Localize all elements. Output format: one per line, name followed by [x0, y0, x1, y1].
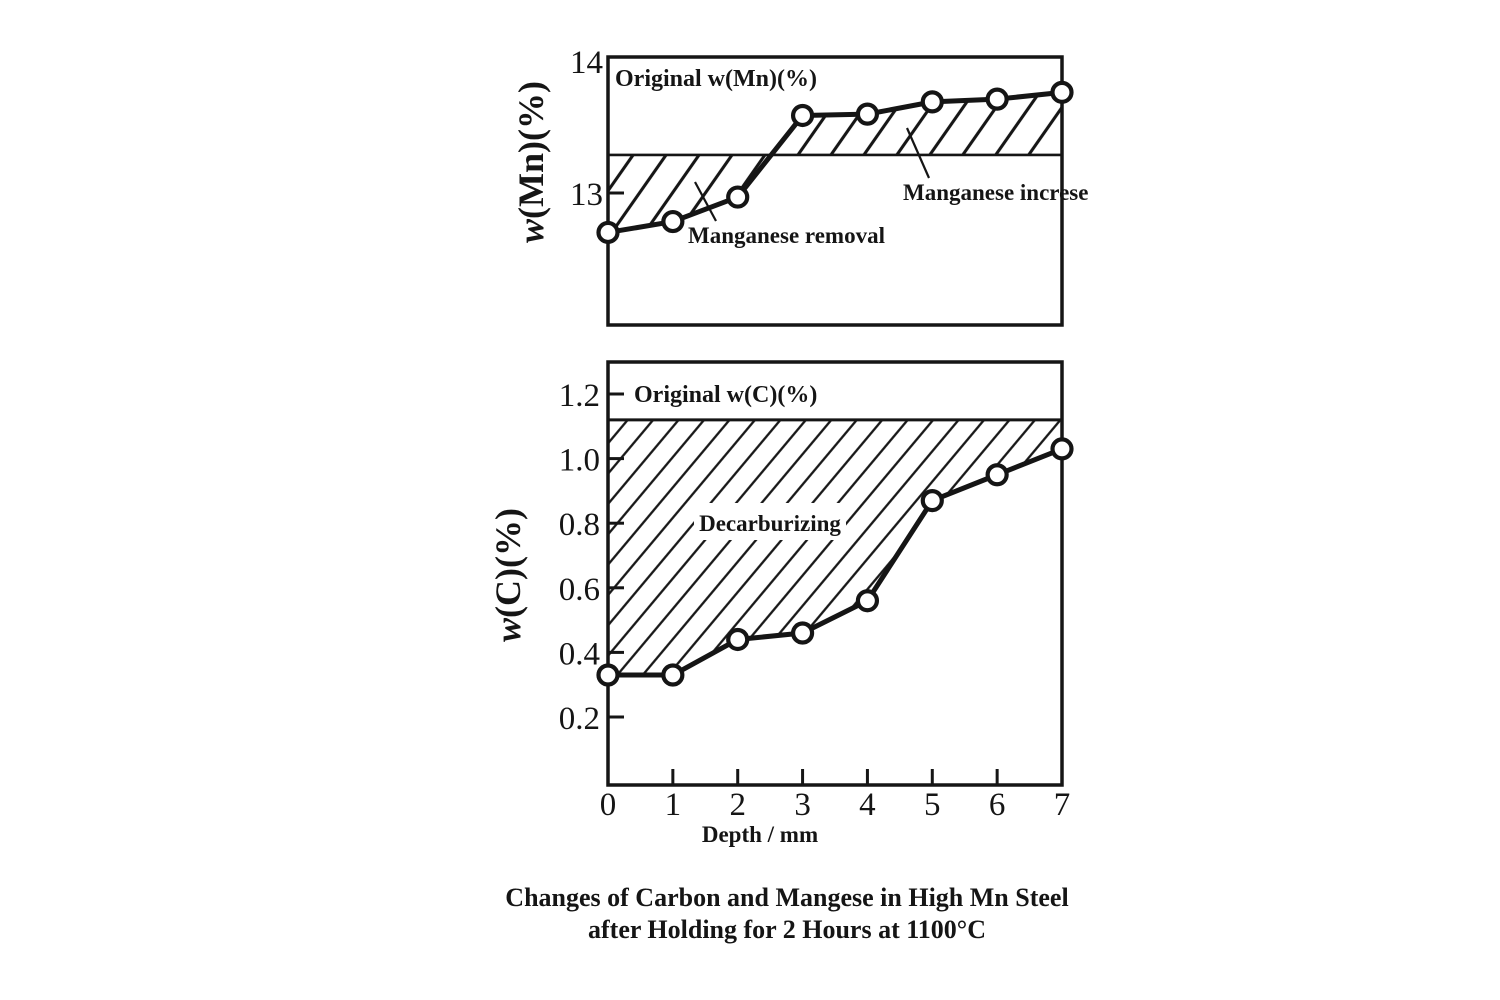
mn-original-level-label: Original w(Mn)(%) [615, 66, 817, 92]
c-y-tick-label: 0.4 [559, 636, 600, 672]
c-x-tick-label: 2 [729, 787, 746, 823]
caption-line-2: after Holding for 2 Hours at 1100°C [588, 915, 986, 944]
mn-chart-labels: Original w(Mn)(%) Manganese removal Mang… [511, 66, 1088, 248]
c-x-tick-label: 0 [600, 787, 617, 823]
c-data-point-marker [726, 627, 750, 652]
mn-chart-graphics: 14 13 [570, 45, 1074, 327]
decarburizing-annotation: Decarburizing [699, 511, 841, 536]
mn-increase-annotation: Manganese increse [903, 180, 1088, 205]
c-y-axis-label-w: w [488, 617, 528, 642]
mn-data-point-marker [661, 209, 685, 234]
c-data-point-marker [790, 621, 815, 645]
c-data-point-marker [661, 663, 685, 687]
c-y-tick-label: 1.2 [559, 378, 600, 414]
c-original-level-label: Original w(C)(%) [634, 382, 817, 408]
c-y-axis-label-rest: (C)(%) [488, 508, 528, 618]
mn-increase-hatch-region [771, 92, 1062, 155]
c-data-point-marker [920, 488, 944, 513]
mn-y-tick-label: 13 [570, 177, 603, 213]
mn-y-axis-label-rest: (Mn)(%) [511, 81, 551, 219]
c-y-tick-label: 0.2 [559, 701, 600, 737]
mn-removal-annotation: Manganese removal [688, 223, 885, 248]
c-data-point-marker [1050, 437, 1074, 461]
c-y-tick-label: 0.6 [559, 572, 600, 608]
mn-data-point-marker [790, 103, 815, 128]
mn-removal-hatch-region [608, 154, 772, 233]
c-y-axis-label: w(C)(%) [488, 508, 528, 642]
c-x-tick-label: 1 [665, 787, 682, 823]
c-chart-labels: Original w(C)(%) Decarburizing Depth / m… [488, 382, 846, 847]
c-y-tick-label: 1.0 [559, 443, 600, 479]
c-data-point-marker [855, 589, 880, 613]
mn-data-point-marker [596, 220, 620, 245]
decarburizing-hatch-region [608, 419, 1062, 676]
c-plot-frame [606, 360, 1064, 787]
c-x-axis-label: Depth / mm [702, 822, 818, 847]
mn-data-point-marker [985, 87, 1009, 111]
mn-y-axis-label: w(Mn)(%) [511, 81, 551, 243]
c-x-tick-label: 7 [1054, 787, 1071, 823]
mn-data-point-marker [855, 102, 880, 126]
c-y-tick-label: 0.8 [559, 507, 600, 543]
c-x-tick-label: 6 [989, 787, 1006, 823]
c-x-tick-label: 5 [924, 787, 941, 823]
caption-line-1: Changes of Carbon and Mangese in High Mn… [505, 883, 1068, 912]
figure-caption: Changes of Carbon and Mangese in High Mn… [505, 883, 1068, 944]
mn-data-point-marker [920, 90, 944, 114]
mn-y-axis-label-w: w [511, 218, 551, 243]
c-data-point-marker [985, 463, 1009, 487]
c-data-curve [608, 446, 1063, 678]
mn-plot-frame [606, 55, 1064, 327]
c-data-point-marker [596, 663, 620, 687]
mn-data-point-marker [726, 185, 750, 209]
decarburizing-label-background [694, 503, 846, 540]
mn-y-tick-label: 14 [570, 45, 603, 81]
mn-increase-leader-line [905, 127, 931, 179]
mn-data-point-marker [1050, 80, 1074, 104]
mn-removal-leader-line [694, 181, 717, 222]
c-chart-graphics: 1.2 1.0 0.8 0.6 0.4 0.2 0 1 2 3 4 5 6 7 [559, 360, 1074, 823]
c-x-tick-label: 4 [859, 787, 876, 823]
c-x-tick-label: 3 [794, 787, 811, 823]
